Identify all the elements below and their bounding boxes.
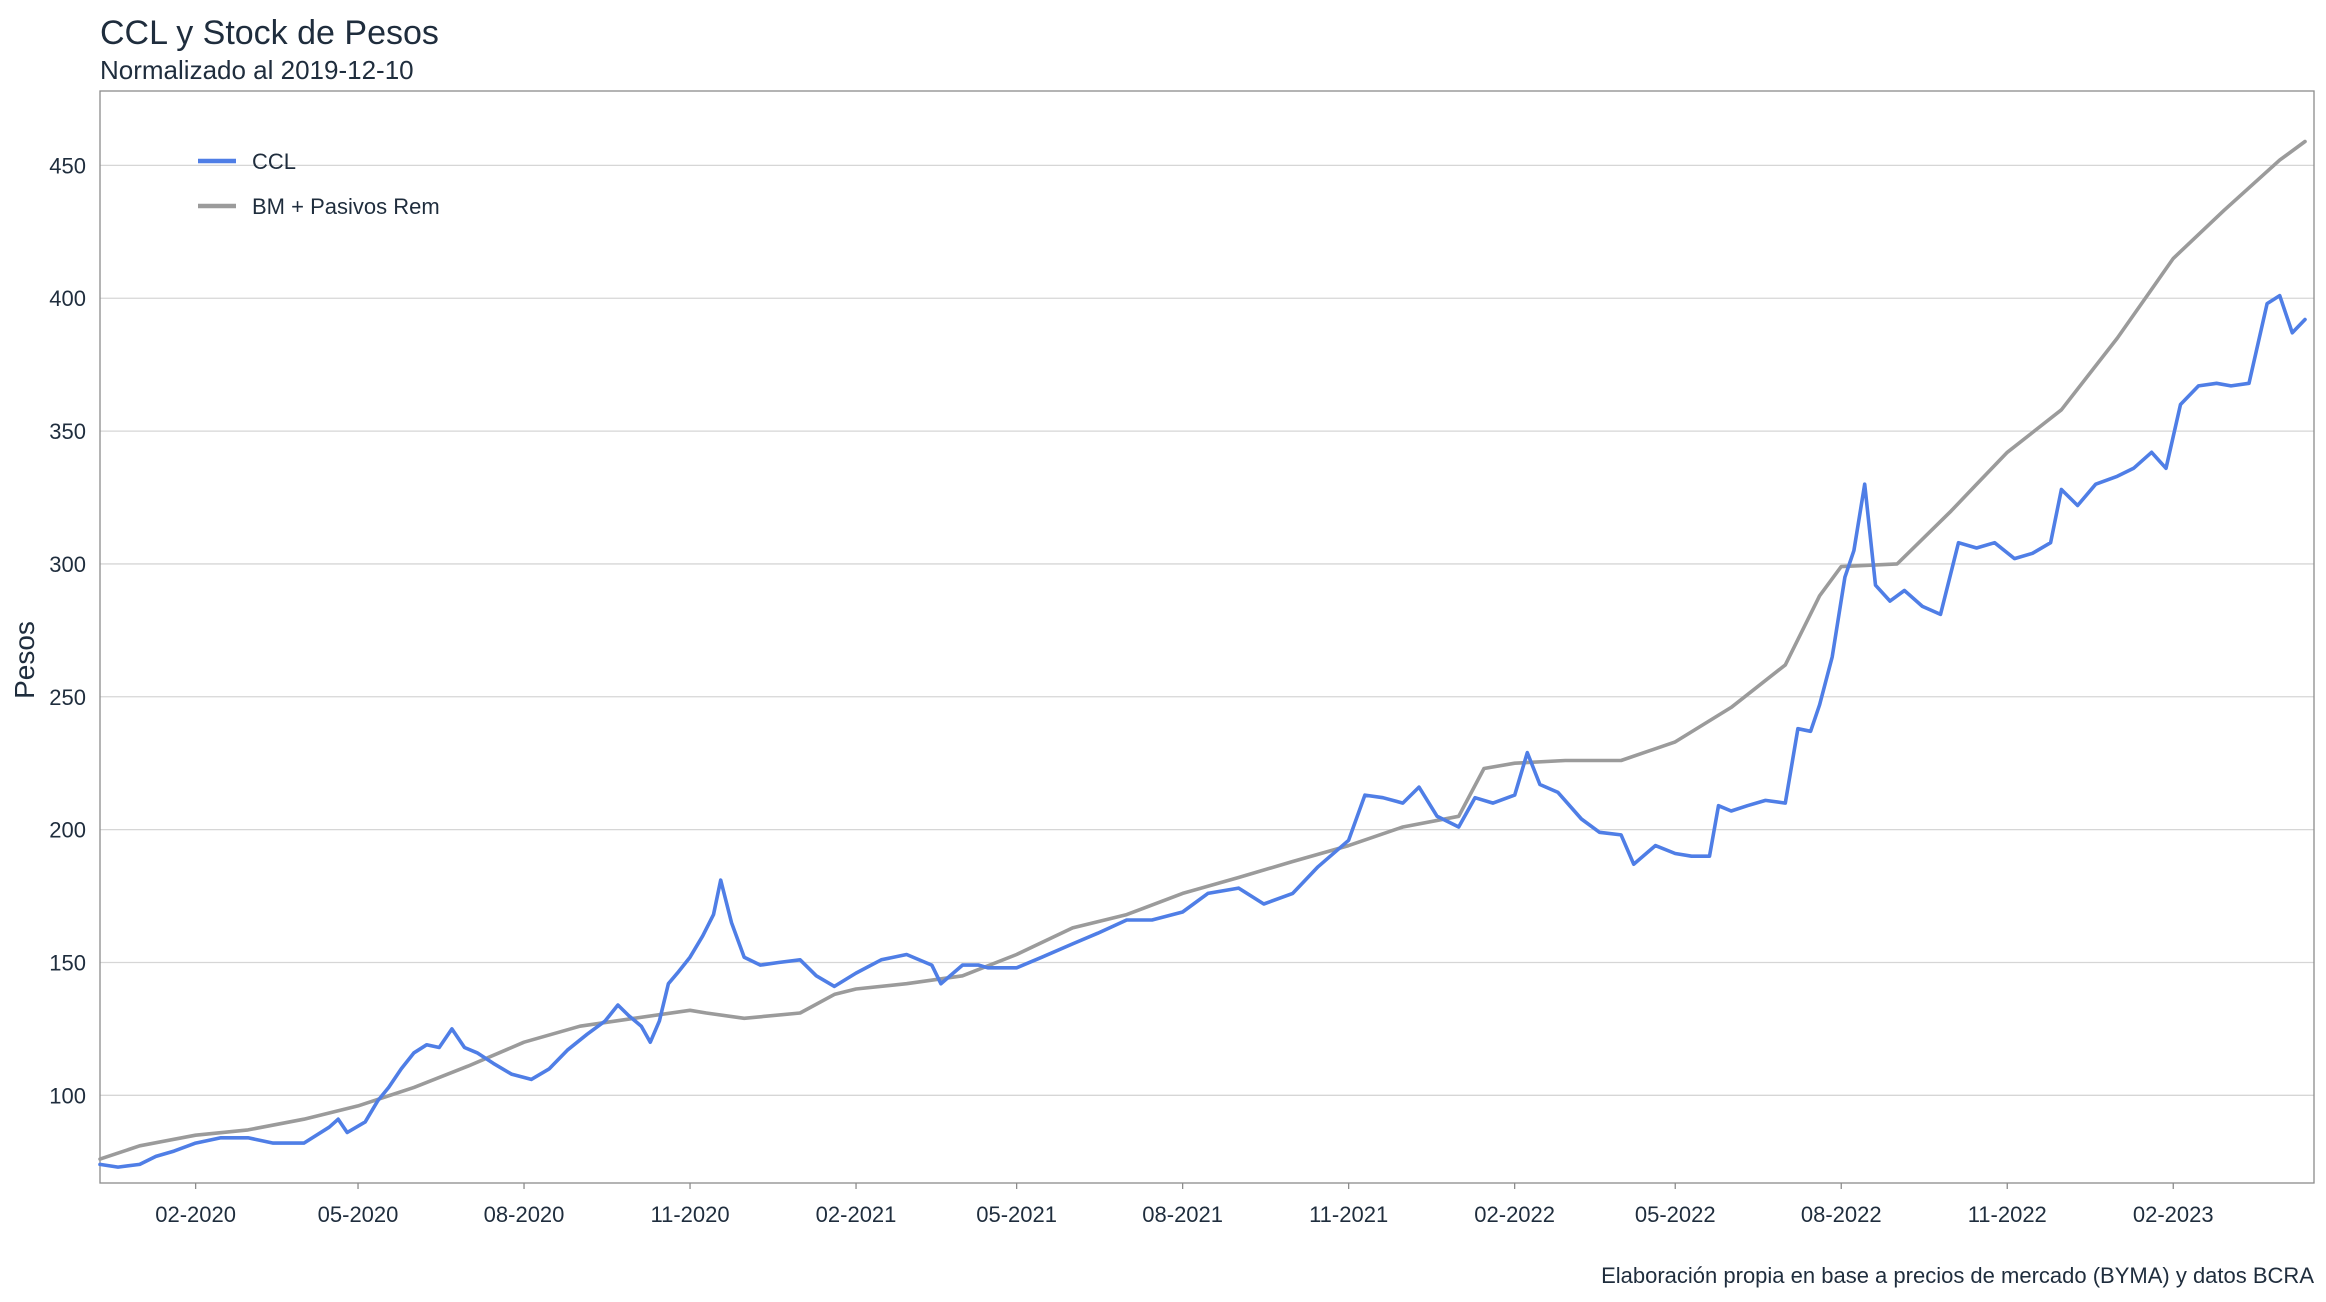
grid-layer (100, 164, 2314, 1096)
x-tick-label: 08-2022 (1801, 1202, 1882, 1227)
y-tick-label: 300 (49, 552, 86, 577)
y-tick-label: 400 (49, 286, 86, 311)
x-tick-label: 05-2022 (1635, 1202, 1716, 1227)
chart-title: CCL y Stock de Pesos (100, 14, 439, 52)
x-tick-label: 02-2023 (2133, 1202, 2214, 1227)
series-layer (98, 139, 2307, 1169)
y-tick-label: 150 (49, 950, 86, 975)
chart-subtitle: Normalizado al 2019-12-10 (100, 55, 414, 85)
y-tick-label: 250 (49, 685, 86, 710)
x-tick-label: 02-2022 (1474, 1202, 1555, 1227)
x-tick-label: 05-2020 (318, 1202, 399, 1227)
x-axis-ticks: 02-2020 05-2020 08-2020 11-2020 02-2021 05-20… (155, 1183, 2214, 1227)
plot-frame (99, 90, 2315, 1184)
x-tick-label: 02-2021 (816, 1202, 897, 1227)
y-axis-title: Pesos (9, 621, 40, 699)
legend: CCL BM + Pasivos Rem (198, 149, 440, 219)
y-tick-label: 100 (49, 1083, 86, 1108)
x-tick-label: 08-2020 (484, 1202, 565, 1227)
y-tick-label: 200 (49, 818, 86, 843)
legend-label-ccl: CCL (252, 149, 296, 174)
x-tick-label: 11-2021 (1309, 1202, 1388, 1227)
chart-caption: Elaboración propia en base a precios de … (1601, 1263, 2314, 1288)
y-axis-ticks: 100 150 200 250 300 350 400 450 (49, 153, 86, 1108)
x-tick-label: 08-2021 (1142, 1202, 1223, 1227)
x-tick-label: 11-2022 (1968, 1202, 2047, 1227)
x-tick-label: 02-2020 (155, 1202, 236, 1227)
x-tick-label: 05-2021 (976, 1202, 1057, 1227)
series-line-bm-pasivos-rem (98, 139, 2307, 1161)
y-tick-label: 350 (49, 419, 86, 444)
legend-label-bm-pasivos: BM + Pasivos Rem (252, 194, 440, 219)
x-tick-label: 11-2020 (650, 1202, 729, 1227)
y-tick-label: 450 (49, 153, 86, 178)
series-line-ccl (98, 293, 2307, 1169)
